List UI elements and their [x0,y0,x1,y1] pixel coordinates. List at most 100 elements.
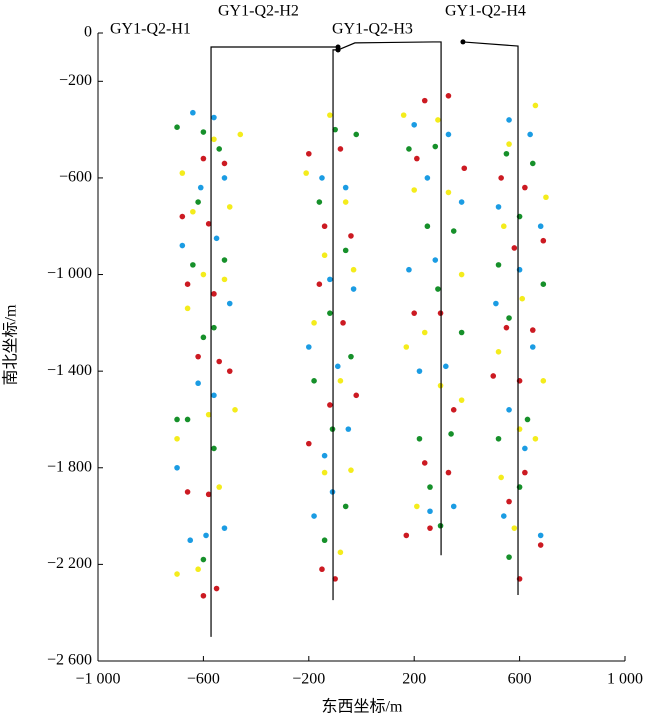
event-point [435,286,441,292]
event-point [414,503,420,510]
event-point [179,170,186,176]
event-point [195,199,201,205]
x-tick-label: 600 [508,671,532,688]
event-point [522,445,528,452]
event-point [184,489,191,495]
event-point [506,315,512,321]
event-point [353,392,360,399]
event-point [498,474,504,481]
event-point [332,576,338,582]
event-point [311,513,317,519]
event-point [348,467,354,473]
event-point [342,184,349,191]
event-point [226,300,233,307]
event-point [226,368,233,374]
event-point [348,233,354,239]
x-tick-label: 200 [402,671,426,688]
well-trajectory [210,46,339,637]
event-point [406,146,412,152]
event-point [540,281,547,288]
well-label: GY1-Q2-H3 [332,21,413,38]
well-label: GY1-Q2-H1 [110,21,191,38]
event-point [522,184,528,191]
event-point [340,320,346,326]
y-tick-label: −200 [59,72,92,89]
event-point [332,126,338,133]
well-label: GY1-Q2-H4 [445,3,526,20]
event-point [411,187,418,193]
event-point [319,175,325,181]
well-trajectory [332,49,339,601]
event-point [458,397,465,403]
event-point [211,114,217,121]
event-point [411,310,418,316]
event-point [424,223,431,230]
event-point [197,184,204,191]
event-point [216,146,223,152]
well-trajectory [462,41,519,596]
event-point [427,484,433,490]
event-point [432,143,439,150]
event-point [321,452,328,459]
event-point [237,131,244,138]
event-point [321,469,328,476]
event-point [216,358,223,365]
event-point [316,199,323,205]
event-point [342,199,349,205]
event-point [529,160,536,167]
event-point [200,129,207,135]
event-point [421,97,428,104]
event-point [321,537,328,544]
event-point [529,327,536,333]
event-point [414,155,420,162]
event-point [511,245,518,251]
event-point [350,286,357,292]
event-point [435,117,441,123]
event-point [450,503,457,510]
event-point [337,549,344,556]
event-point [506,498,512,505]
x-axis-label: 东西坐标/m [322,698,403,716]
event-point [445,131,452,138]
event-point [184,305,191,312]
event-point [540,237,547,244]
event-point [461,165,468,172]
event-point [421,460,428,466]
event-point [498,175,504,181]
event-point [503,324,510,331]
well-trajectory [337,41,442,556]
event-point [327,402,333,408]
event-point [327,310,333,316]
event-point [443,363,449,370]
event-point [190,109,196,116]
event-point [445,469,452,476]
y-tick-label: −1 000 [47,265,92,282]
event-point [221,276,228,283]
event-point [221,175,228,181]
x-tick-label: −1 000 [75,671,120,688]
event-point [495,349,502,355]
event-point [306,344,312,350]
event-point [179,213,186,220]
x-tick-label: 1 000 [607,671,643,688]
event-point [537,223,544,230]
event-point [342,247,349,254]
event-point [174,124,180,130]
event-point [337,378,344,384]
y-tick-label: −2 200 [47,555,92,572]
event-point [506,141,512,147]
event-point [403,344,410,350]
event-point [432,257,439,263]
event-point [200,592,207,599]
event-point [200,271,207,278]
event-point [232,407,238,413]
event-point [493,300,499,307]
event-point [205,411,212,418]
event-point [174,571,180,577]
event-point [403,532,410,539]
y-tick-label: −1 800 [47,458,92,475]
y-tick-label: −2 600 [47,652,92,669]
event-point [195,566,201,573]
event-point [540,378,547,384]
event-point [495,435,502,442]
